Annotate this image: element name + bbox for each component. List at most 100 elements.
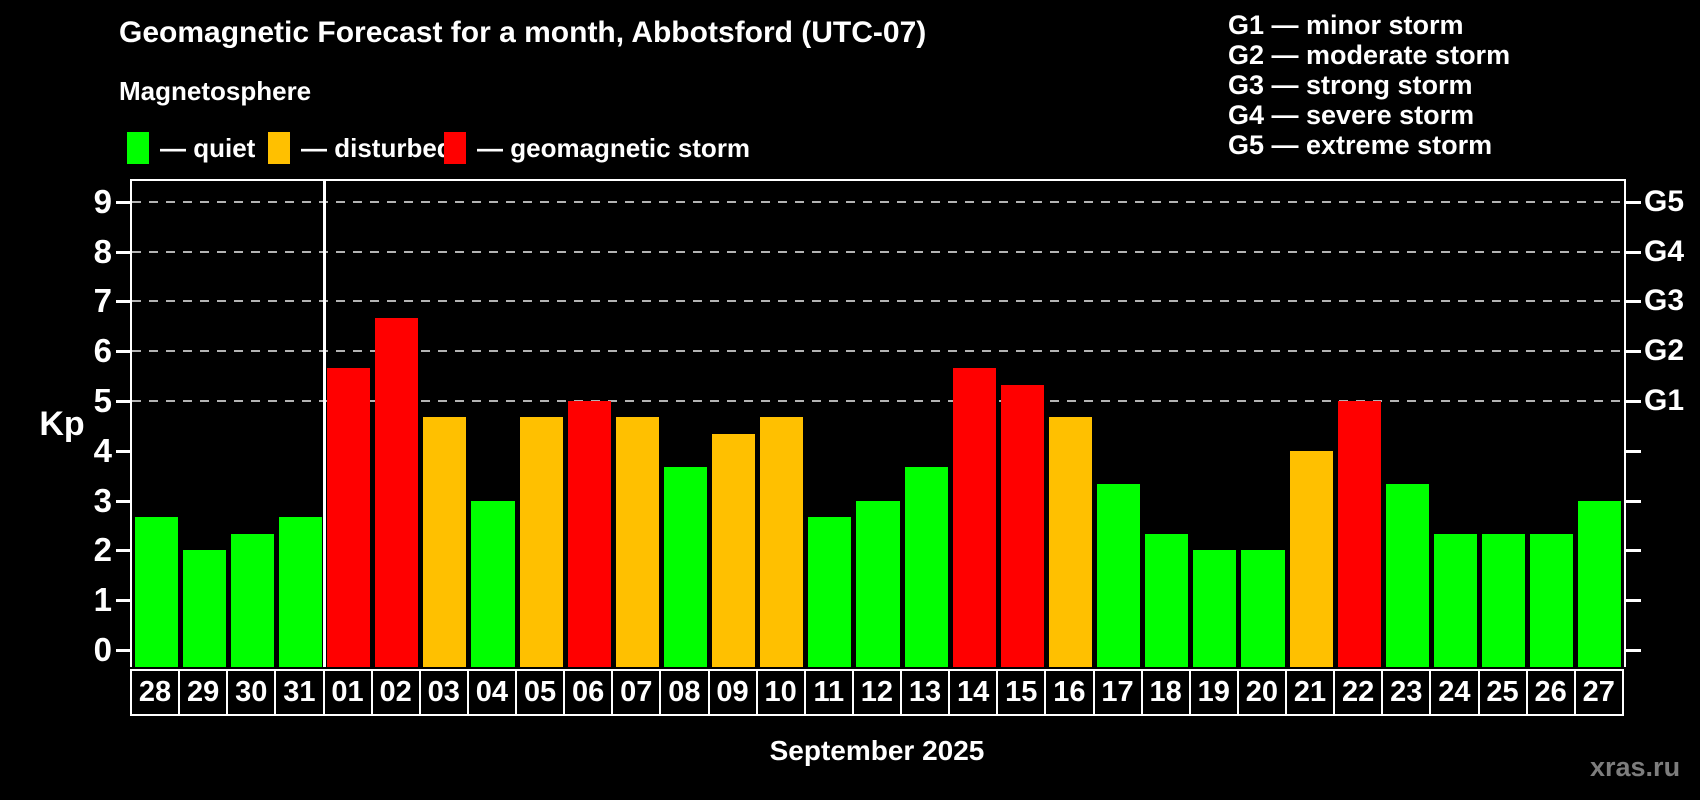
right-tick-5 xyxy=(1626,400,1641,403)
day-label-09: 09 xyxy=(707,669,758,716)
kp-bar-day-20 xyxy=(1241,550,1285,667)
kp-bar-day-12 xyxy=(856,500,900,667)
y-axis-label: Kp xyxy=(39,405,85,443)
month-boundary-line xyxy=(323,181,327,667)
day-label-31: 31 xyxy=(274,669,325,716)
storm-scale-item-g3: G3 — strong storm xyxy=(1228,70,1473,100)
day-label-23: 23 xyxy=(1381,669,1432,716)
kp-bar-day-08 xyxy=(663,467,708,667)
day-label-25: 25 xyxy=(1477,669,1528,716)
day-label-22: 22 xyxy=(1333,669,1384,716)
storm-scale-item-g2: G2 — moderate storm xyxy=(1228,40,1511,70)
kp-bar-day-26 xyxy=(1530,533,1574,667)
kp-bar-day-21 xyxy=(1289,450,1333,667)
right-axis-label-g3: G3 xyxy=(1644,284,1685,318)
y-tick-label-9: 9 xyxy=(93,182,112,220)
gridline-kp9 xyxy=(132,200,1624,203)
kp-bar-day-22 xyxy=(1337,401,1381,667)
x-axis-title: September 2025 xyxy=(769,735,985,766)
kp-bar-day-10 xyxy=(760,417,804,667)
day-label-03: 03 xyxy=(418,669,469,716)
y-tick-9 xyxy=(116,200,130,204)
right-tick-1 xyxy=(1626,599,1641,603)
kp-bar-day-24 xyxy=(1433,533,1478,667)
y-tick-label-0: 0 xyxy=(93,631,112,668)
kp-bar-day-04 xyxy=(471,500,515,667)
storm-color-swatch xyxy=(444,132,466,164)
gridline-kp6 xyxy=(132,350,1624,353)
day-label-20: 20 xyxy=(1236,669,1287,716)
y-tick-label-3: 3 xyxy=(93,481,112,519)
y-tick-5 xyxy=(116,400,130,403)
day-label-01: 01 xyxy=(322,669,373,716)
kp-bar-day-06 xyxy=(567,401,611,667)
right-axis-label-g5: G5 xyxy=(1644,184,1685,218)
storm-scale-item-g4: G4 — severe storm xyxy=(1228,100,1475,130)
kp-bar-day-13 xyxy=(904,467,948,667)
day-label-29: 29 xyxy=(178,669,229,716)
right-tick-7 xyxy=(1626,300,1641,304)
day-label-05: 05 xyxy=(515,669,566,716)
day-label-04: 04 xyxy=(466,669,517,716)
chart-subtitle: Magnetosphere xyxy=(119,76,312,106)
y-tick-label-6: 6 xyxy=(93,332,112,370)
gridline-kp7 xyxy=(132,300,1624,303)
legend-item-disturbed: — disturbed xyxy=(268,131,453,165)
kp-bar-day-19 xyxy=(1193,550,1237,667)
x-axis-day-labels: 28 29 30 31 01 02 03 04 05 06 07 08 09 10 11 12 13 14 15 16… xyxy=(130,669,1624,716)
day-label-12: 12 xyxy=(851,669,902,716)
day-label-07: 07 xyxy=(611,669,662,716)
kp-bar-day-28 xyxy=(134,517,178,667)
kp-bar-day-17 xyxy=(1097,484,1141,667)
day-label-30: 30 xyxy=(226,669,277,716)
right-tick-6 xyxy=(1626,350,1641,354)
kp-bar-day-03 xyxy=(423,417,467,667)
day-label-02: 02 xyxy=(370,669,421,716)
day-label-10: 10 xyxy=(755,669,806,716)
legend-label-disturbed: — disturbed xyxy=(301,132,453,163)
disturbed-color-swatch xyxy=(268,132,290,164)
y-tick-6 xyxy=(116,350,130,354)
y-tick-1 xyxy=(116,599,130,603)
chart-title: Geomagnetic Forecast for a month, Abbots… xyxy=(119,16,927,49)
legend-label-storm: — geomagnetic storm xyxy=(477,132,751,163)
right-tick-0 xyxy=(1626,649,1641,652)
y-tick-label-1: 1 xyxy=(93,581,112,619)
kp-bar-day-23 xyxy=(1385,484,1429,667)
kp-bar-day-11 xyxy=(808,517,852,667)
kp-bar-day-25 xyxy=(1482,533,1526,667)
y-tick-7 xyxy=(116,300,130,304)
y-tick-2 xyxy=(116,549,130,553)
y-tick-0 xyxy=(116,649,130,652)
kp-bar-day-27 xyxy=(1578,500,1622,667)
plot-area: 0 1 2 3 4 5 6 7 8 9 G1 G2 G3 G4 G5 xyxy=(94,179,1684,668)
right-tick-8 xyxy=(1626,250,1641,254)
quiet-color-swatch xyxy=(127,132,149,164)
day-label-06: 06 xyxy=(563,669,614,716)
day-label-19: 19 xyxy=(1188,669,1239,716)
right-tick-9 xyxy=(1626,200,1641,204)
day-label-27: 27 xyxy=(1573,669,1624,716)
right-tick-2 xyxy=(1626,549,1641,553)
watermark: xras.ru xyxy=(1590,752,1681,782)
legend-item-quiet: — quiet xyxy=(127,131,255,165)
kp-bar-day-30 xyxy=(230,533,274,667)
day-label-11: 11 xyxy=(803,669,854,716)
day-label-15: 15 xyxy=(996,669,1047,716)
y-tick-label-2: 2 xyxy=(93,531,112,569)
day-label-26: 26 xyxy=(1525,669,1576,716)
right-tick-3 xyxy=(1626,499,1641,503)
kp-bar-day-14 xyxy=(952,367,996,667)
legend-label-quiet: — quiet xyxy=(160,132,256,163)
storm-scale-legend: G1 — minor storm G2 — moderate storm G3 — … xyxy=(1228,10,1510,160)
kp-bar-day-07 xyxy=(615,417,659,667)
storm-scale-item-g5: G5 — extreme storm xyxy=(1228,130,1493,160)
day-label-28: 28 xyxy=(130,669,181,716)
y-tick-label-5: 5 xyxy=(93,382,112,419)
gridline-kp8 xyxy=(132,250,1624,253)
kp-bar-day-01 xyxy=(327,367,371,667)
day-label-17: 17 xyxy=(1092,669,1143,716)
day-label-24: 24 xyxy=(1429,669,1480,716)
day-label-08: 08 xyxy=(659,669,710,716)
day-label-14: 14 xyxy=(948,669,999,716)
